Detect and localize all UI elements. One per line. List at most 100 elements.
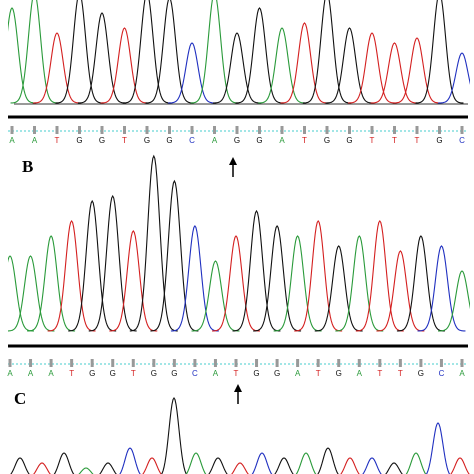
base-call: T [316, 369, 321, 378]
base-call: T [370, 136, 375, 145]
base-tick [337, 359, 341, 367]
base-call: A [357, 369, 363, 378]
peak [415, 0, 464, 104]
peak [8, 7, 37, 104]
base-tick [123, 126, 126, 134]
peak [150, 179, 199, 332]
base-call: C [189, 136, 195, 145]
base-call: T [398, 369, 403, 378]
peak [340, 457, 360, 474]
peak [273, 235, 322, 332]
base-call: G [76, 136, 82, 145]
base-tick [10, 126, 14, 134]
base-call: G [274, 369, 280, 378]
base-call: G [418, 369, 424, 378]
peak [208, 457, 228, 474]
chromatogram-a [8, 0, 470, 104]
peak [274, 457, 294, 474]
base-call: T [415, 136, 420, 145]
peak [438, 270, 470, 332]
peak [55, 0, 104, 104]
peak [232, 209, 281, 332]
base-call: G [151, 369, 157, 378]
base-tick [393, 126, 396, 134]
peak [129, 154, 178, 332]
base-call: A [212, 136, 218, 145]
base-tick [213, 126, 216, 134]
base-call: A [48, 369, 54, 378]
base-tick [325, 126, 329, 134]
peak [235, 7, 284, 104]
peak [68, 199, 117, 332]
base-call: T [55, 136, 60, 145]
base-call: T [122, 136, 127, 145]
base-call: G [256, 136, 262, 145]
base-tick [131, 359, 135, 367]
base-tick [49, 359, 53, 367]
base-tick [190, 126, 194, 134]
panel-label: C [14, 389, 26, 408]
base-tick [439, 359, 443, 367]
peak [317, 447, 339, 474]
peak [253, 225, 302, 332]
peak [190, 0, 239, 104]
base-tick [29, 359, 33, 367]
base-tick [55, 126, 59, 134]
base-call: G [336, 369, 342, 378]
base-tick [234, 359, 238, 367]
peak [47, 220, 96, 332]
peak [8, 255, 34, 332]
peak [78, 467, 94, 474]
base-tick [378, 359, 382, 367]
chromatogram-c [10, 396, 470, 474]
base-call: A [279, 136, 285, 145]
base-call: G [436, 136, 442, 145]
peak [88, 194, 137, 332]
base-call: C [192, 369, 198, 378]
base-tick [111, 359, 115, 367]
base-tick [296, 359, 300, 367]
base-call: T [131, 369, 136, 378]
base-tick [280, 126, 284, 134]
peak [385, 462, 403, 474]
base-call: T [377, 369, 382, 378]
peak [10, 457, 30, 474]
base-call: T [302, 136, 307, 145]
base-tick [258, 126, 261, 134]
peak [145, 0, 194, 104]
peak [376, 250, 425, 332]
peak [211, 235, 261, 332]
peak [370, 42, 419, 104]
peak [314, 245, 363, 332]
base-call: G [346, 136, 352, 145]
base-call: G [171, 369, 177, 378]
base-tick [460, 126, 464, 134]
peak [362, 457, 382, 474]
peak [258, 27, 306, 104]
base-call: G [110, 369, 116, 378]
base-tick [460, 359, 464, 367]
base-tick [145, 126, 149, 134]
peak [27, 235, 76, 332]
base-tick [100, 126, 104, 134]
base-tick [152, 359, 156, 367]
peak [99, 462, 117, 474]
peak [53, 452, 75, 474]
peak [335, 235, 384, 332]
peak [213, 32, 261, 104]
peak [142, 457, 162, 474]
base-tick [8, 359, 12, 367]
peak [396, 235, 445, 332]
peak [355, 220, 404, 332]
base-tick [357, 359, 361, 367]
base-tick [70, 359, 74, 367]
base-tick [415, 126, 419, 134]
base-tick [33, 126, 36, 134]
base-call: C [459, 136, 465, 145]
base-call: A [9, 136, 15, 145]
peak [302, 0, 352, 104]
peak [295, 452, 317, 474]
base-tick [172, 359, 176, 367]
peak [425, 422, 451, 474]
